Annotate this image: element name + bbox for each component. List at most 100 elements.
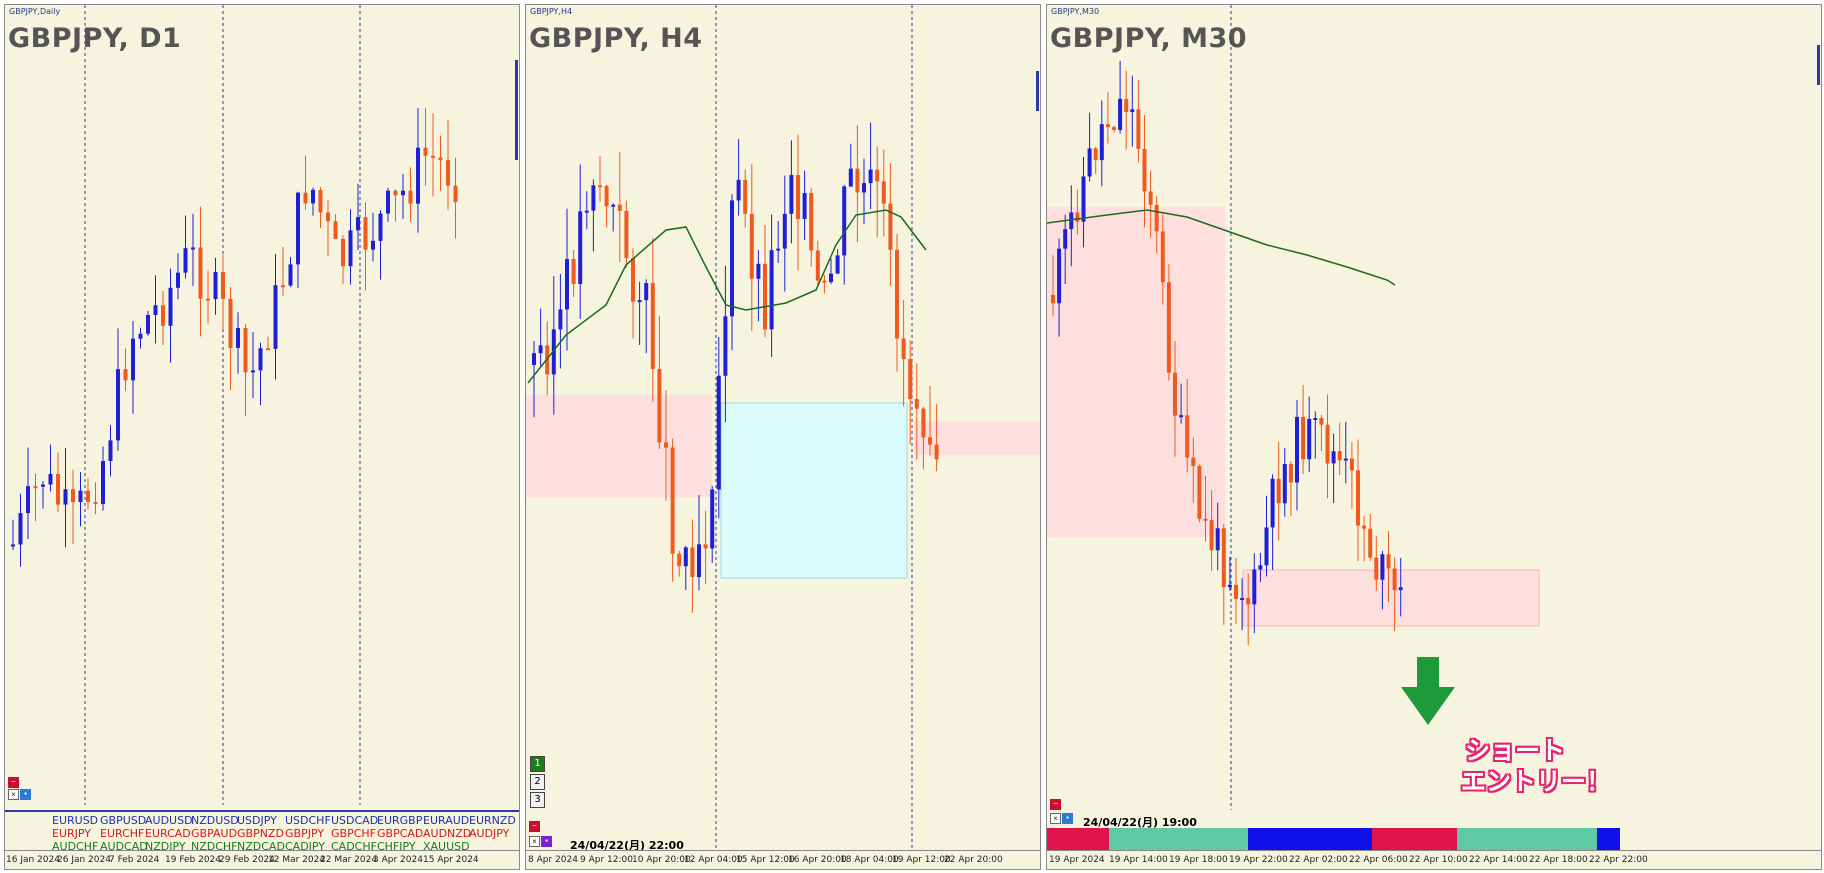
candle-body <box>558 309 563 330</box>
timeframe-button-2[interactable]: 2 <box>530 774 545 790</box>
currency-pair-gbpaud[interactable]: GBPAUD <box>191 827 238 840</box>
candle-body <box>78 490 83 503</box>
currency-pair-eurgbp[interactable]: EURGBP <box>377 814 423 827</box>
currency-pair-nzdusd[interactable]: NZDUSD <box>191 814 239 827</box>
currency-pair-usdjpy[interactable]: USDJPY <box>237 814 277 827</box>
candle-body <box>1349 458 1354 471</box>
candle-body <box>730 200 734 317</box>
candle-body <box>431 155 435 158</box>
candle-body <box>1191 457 1196 467</box>
close-icon[interactable]: × <box>1050 813 1061 824</box>
candle-body <box>161 305 165 326</box>
x-axis-label: 3 Apr 2024 <box>373 855 423 865</box>
candle-body <box>1118 98 1123 130</box>
currency-pair-cadjpy[interactable]: CADJPY <box>285 840 326 853</box>
currency-pair-cadchf[interactable]: CADCHF <box>331 840 377 853</box>
candle-body <box>18 513 23 545</box>
x-axis-label: 19 Apr 14:00 <box>1109 855 1168 865</box>
currency-pair-xauusd[interactable]: XAUUSD <box>423 840 470 853</box>
candle-body <box>1124 98 1129 113</box>
candle-body <box>822 280 827 283</box>
currency-pair-nzdjpy[interactable]: NZDJPY <box>145 840 186 853</box>
candle-body <box>677 553 682 567</box>
minimize-button[interactable]: − <box>529 821 540 832</box>
scroll-position-marker[interactable] <box>1036 71 1039 111</box>
currency-pair-eurusd[interactable]: EURUSD <box>52 814 99 827</box>
currency-pair-audcad[interactable]: AUDCAD <box>100 840 148 853</box>
currency-pair-eurcad[interactable]: EURCAD <box>145 827 191 840</box>
candle-body <box>928 437 932 445</box>
currency-pair-chfjpy[interactable]: CHFJPY <box>377 840 416 853</box>
candle-body <box>604 186 609 207</box>
chart-window-d1[interactable]: GBPJPY,Daily GBPJPY, D1 − × ▪ EURUSD GBPU… <box>4 4 520 870</box>
candle-body <box>86 490 90 502</box>
candle-body <box>782 213 787 249</box>
candlestick-chart[interactable] <box>5 5 520 805</box>
restore-button[interactable]: ▪ <box>1062 813 1073 824</box>
trend-segment <box>1596 828 1620 850</box>
candlestick-chart[interactable] <box>526 5 1041 855</box>
currency-pair-gbpusd[interactable]: GBPUSD <box>100 814 147 827</box>
currency-pair-eurjpy[interactable]: EURJPY <box>52 827 91 840</box>
candle-body <box>176 272 180 288</box>
candle-body <box>1160 231 1165 283</box>
restore-button[interactable]: ▪ <box>541 836 552 847</box>
scroll-position-marker[interactable] <box>1817 45 1820 85</box>
x-axis-label: 7 Feb 2024 <box>109 855 160 865</box>
x-axis-label: 29 Feb 2024 <box>219 855 276 865</box>
currency-pair-eurnzd[interactable]: EURNZD <box>469 814 516 827</box>
candle-body <box>743 179 748 214</box>
candle-body <box>664 442 668 448</box>
minimize-button[interactable]: − <box>1050 799 1061 810</box>
candle-body <box>1380 554 1385 580</box>
candle-body <box>829 273 833 282</box>
candle-body <box>341 238 345 267</box>
currency-pair-eurchf[interactable]: EURCHF <box>100 827 145 840</box>
time-axis: 19 Apr 2024 19 Apr 14:00 19 Apr 18:00 19 Ap… <box>1047 850 1821 869</box>
currency-pair-audnzd[interactable]: AUDNZD <box>423 827 472 840</box>
currency-pair-gbpjpy[interactable]: GBPJPY <box>285 827 325 840</box>
trend-segment <box>1248 828 1373 850</box>
x-axis-label: 22 Apr 14:00 <box>1469 855 1528 865</box>
candle-body <box>303 192 308 204</box>
restore-button[interactable]: ▪ <box>20 789 31 800</box>
demand-zone <box>720 402 908 579</box>
x-axis-label: 22 Apr 02:00 <box>1289 855 1348 865</box>
x-axis-label: 19 Apr 2024 <box>1049 855 1105 865</box>
candle-body <box>371 240 375 250</box>
currency-pair-usdcad[interactable]: USDCAD <box>331 814 379 827</box>
timeframe-button-1[interactable]: 1 <box>530 756 545 772</box>
currency-pair-usdchf[interactable]: USDCHF <box>285 814 331 827</box>
candle-body <box>266 348 270 351</box>
candle-body <box>934 444 939 460</box>
currency-pair-audusd[interactable]: AUDUSD <box>145 814 193 827</box>
currency-pair-gbpchf[interactable]: GBPCHF <box>331 827 376 840</box>
close-icon[interactable]: × <box>8 789 19 800</box>
candle-body <box>644 283 649 301</box>
candle-body <box>281 285 285 288</box>
candle-body <box>288 264 293 286</box>
candle-body <box>1270 478 1275 528</box>
minimize-button[interactable]: − <box>8 777 19 788</box>
candle-body <box>348 230 353 267</box>
close-icon[interactable]: × <box>529 836 540 847</box>
candlestick-chart[interactable] <box>1047 5 1822 827</box>
candle-body <box>131 338 135 381</box>
candle-body <box>637 300 642 303</box>
candle-body <box>1197 466 1202 519</box>
candle-body <box>1240 597 1245 600</box>
currency-pair-nzdcad[interactable]: NZDCAD <box>237 840 285 853</box>
chart-window-m30[interactable]: GBPJPY,M30 GBPJPY, M30 − × ▪ 24/04/22(月)… <box>1046 4 1822 870</box>
candle-body <box>206 298 210 301</box>
currency-pair-nzdchf[interactable]: NZDCHF <box>191 840 238 853</box>
candle-body <box>723 316 728 376</box>
x-axis-label: 22 Mar 2024 <box>320 855 378 865</box>
currency-pair-gbpcad[interactable]: GBPCAD <box>377 827 424 840</box>
currency-pair-audjpy[interactable]: AUDJPY <box>469 827 510 840</box>
currency-pair-gbpnzd[interactable]: GBPNZD <box>237 827 284 840</box>
currency-pair-euraud[interactable]: EURAUD <box>423 814 470 827</box>
scroll-position-marker[interactable] <box>515 60 518 160</box>
timeframe-button-3[interactable]: 3 <box>530 792 545 808</box>
chart-window-h4[interactable]: GBPJPY,H4 GBPJPY, H4 1 2 3 − × ▪ 24/04/2… <box>525 4 1041 870</box>
currency-pair-audchf[interactable]: AUDCHF <box>52 840 99 853</box>
